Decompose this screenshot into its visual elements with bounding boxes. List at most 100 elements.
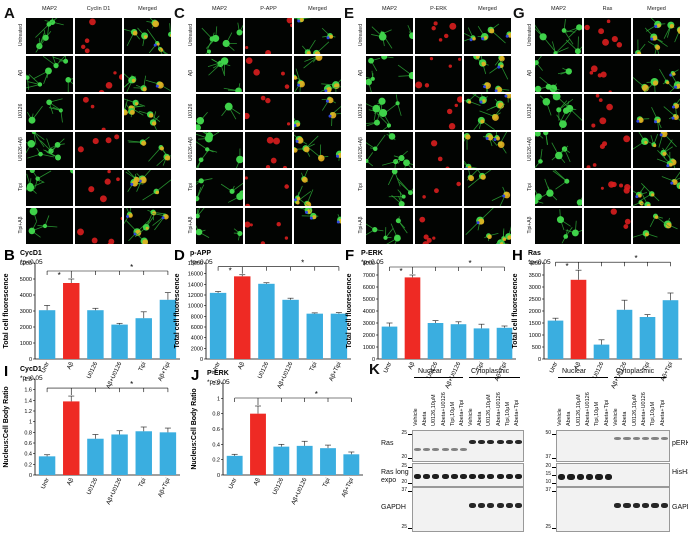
blot-band <box>487 440 495 444</box>
micrograph-tile <box>294 170 341 206</box>
y-tick-label: 3000 <box>20 309 32 315</box>
x-tick-label: Aβ+U0126 <box>106 361 124 390</box>
group-underline <box>469 377 520 378</box>
y-tick-label: 1 <box>217 396 220 402</box>
micrograph-tile <box>366 56 413 92</box>
blot-strip <box>556 430 670 462</box>
micrograph-tile <box>26 18 73 54</box>
bar <box>381 326 398 359</box>
y-tick-label: 4000 <box>191 336 203 342</box>
lane-label: Tipi,10μM <box>449 401 456 426</box>
x-tick-label: Tipi <box>476 361 485 372</box>
micrograph-tile <box>584 18 631 54</box>
significance-star: * <box>468 259 471 268</box>
x-tick-label: Untr <box>41 361 51 374</box>
y-tick-label: 4000 <box>529 261 541 267</box>
column-header: Merged <box>647 6 666 12</box>
blot-strip <box>412 430 524 462</box>
lane-label: Abeta <box>422 411 429 426</box>
micrograph-tile <box>196 94 243 130</box>
y-tick-label: 3000 <box>363 321 375 327</box>
blot-band <box>614 503 622 509</box>
blot-band <box>414 473 422 479</box>
x-tick-label: Aβ+U0126 <box>611 361 629 390</box>
mw-tick <box>552 475 556 476</box>
blot-band <box>450 473 458 479</box>
x-tick-label: Aβ <box>66 361 75 371</box>
mw-tick <box>552 491 556 492</box>
micrograph-tile <box>584 132 631 168</box>
chart-subtitle: *p<0.05 <box>528 259 551 266</box>
blot-group-cytoplasmic: Cytoplasmic <box>471 368 510 375</box>
y-tick-label: 1000 <box>363 345 375 351</box>
x-tick-label: Tipi <box>322 477 331 488</box>
lane-label: Abeta+Tipi <box>513 399 520 426</box>
y-tick-label: 1000 <box>529 333 541 339</box>
blot-band <box>514 503 522 509</box>
bar <box>63 283 80 359</box>
chart-title: p-APP <box>190 250 211 257</box>
bar <box>258 283 275 359</box>
x-tick-label: Tipi <box>642 361 651 372</box>
blot-row-label: GAPDH <box>381 503 406 511</box>
blot-band <box>423 473 431 479</box>
panel-label-D: D <box>174 247 185 264</box>
panel-label-K: K <box>369 361 380 378</box>
blot-band <box>414 447 422 451</box>
mw-marker: 25 <box>401 524 407 530</box>
chart-title: CycD1 <box>20 250 42 257</box>
x-tick-label: Aβ+U0126 <box>291 477 309 506</box>
y-tick-label: 0.4 <box>212 442 220 448</box>
blot-strip <box>412 463 524 487</box>
y-tick-label: 3000 <box>529 285 541 291</box>
mw-marker: 20 <box>401 479 407 485</box>
x-tick-label: U0126 <box>86 361 99 380</box>
lane-label: U0126,10μM <box>486 394 493 426</box>
bar <box>639 317 656 359</box>
mw-marker: 50 <box>545 430 551 436</box>
x-tick-label: Untr <box>549 361 559 374</box>
micrograph-tile <box>245 18 292 54</box>
panel-label-A: A <box>4 5 15 22</box>
column-header: Merged <box>308 6 327 12</box>
micrograph-tile <box>124 56 171 92</box>
micrograph-tile <box>464 18 511 54</box>
bar <box>234 276 251 359</box>
y-axis-label: Total cell fluorescence <box>174 273 181 348</box>
bar <box>343 454 360 475</box>
blot-band <box>660 503 668 509</box>
blot-band <box>469 473 477 479</box>
x-tick-label: Aβ <box>237 361 246 371</box>
micrograph-tile <box>584 170 631 206</box>
bar <box>209 292 227 359</box>
x-tick-label: U0126 <box>86 477 99 496</box>
bar <box>282 299 299 359</box>
lane-label: Tipi,10μM <box>650 401 657 426</box>
y-tick-label: 2000 <box>529 309 541 315</box>
lane-label: Vehicle <box>557 408 563 426</box>
lane-label: Abeta+Tipi <box>458 399 465 426</box>
significance-star: * <box>130 263 133 272</box>
micrograph-tile <box>196 56 243 92</box>
lane-label: Abeta <box>622 411 629 426</box>
column-header: Cyclin D1 <box>86 6 111 12</box>
y-tick-label: 14000 <box>188 282 203 288</box>
blot-band <box>558 473 566 480</box>
group-underline <box>414 377 463 378</box>
bar <box>135 431 152 475</box>
y-tick-label: 8000 <box>191 314 203 320</box>
mw-marker: 25 <box>401 430 407 436</box>
blot-band <box>487 473 495 479</box>
x-tick-label: U0126 <box>257 361 270 380</box>
lane-label: Vehicle <box>413 408 419 426</box>
chart-title: CycD1 <box>20 366 42 373</box>
chart-subtitle: *p<0.05 <box>20 259 43 266</box>
significance-star: * <box>301 259 304 268</box>
micrograph-tile <box>26 56 73 92</box>
micrograph-tile <box>245 170 292 206</box>
blot-group-nuclear: Nuclear <box>562 368 587 375</box>
lane-label: Abeta+Tipi <box>603 399 610 426</box>
micrograph-tile <box>535 18 582 54</box>
y-tick-label: 0.8 <box>212 412 220 418</box>
panel-label-C: C <box>174 5 185 22</box>
